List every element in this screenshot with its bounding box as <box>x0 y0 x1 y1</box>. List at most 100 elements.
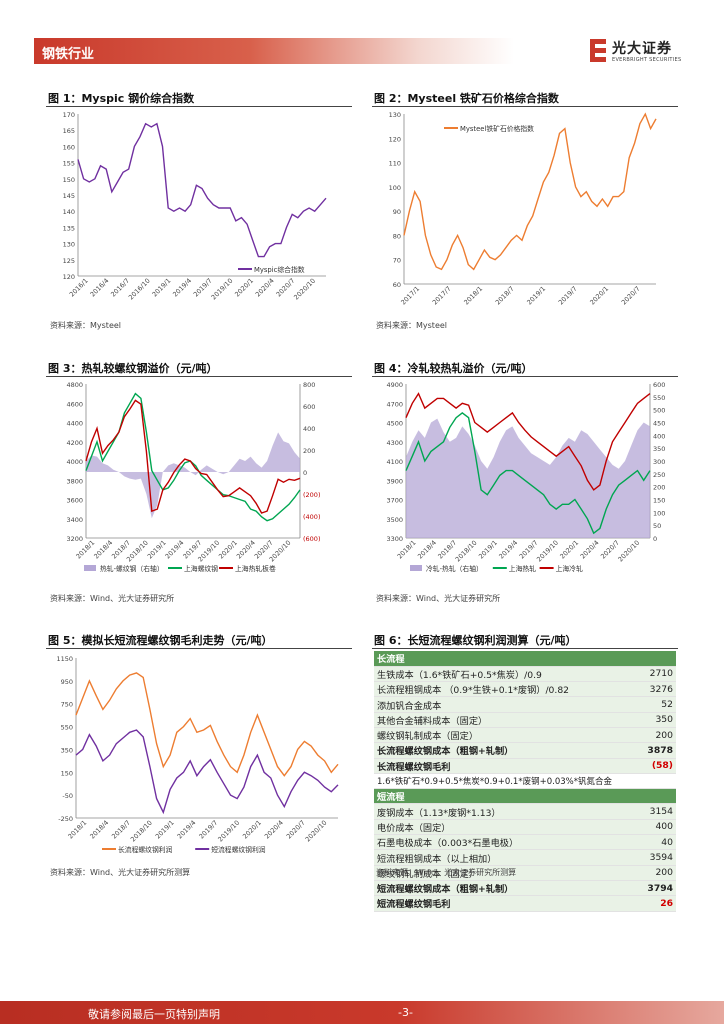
row-label: 电价成本（固定） <box>374 819 624 836</box>
series-line-0 <box>75 672 339 777</box>
series-line-1 <box>75 729 339 815</box>
row-label: 长流程螺纹钢毛利 <box>374 758 624 774</box>
y-right-tick-label: 400 <box>303 425 315 433</box>
y-right-tick-label: 600 <box>303 403 315 411</box>
figure-2-source: 资料来源：Mysteel <box>376 321 448 330</box>
x-tick-label: 2020/4 <box>579 539 601 561</box>
x-tick-label: 2018/10 <box>129 819 154 844</box>
figure-5-source: 资料来源：Wind、光大证券研究所测算 <box>50 868 191 877</box>
figure-6-rule <box>372 648 678 649</box>
y-tick-label: 3500 <box>386 516 403 524</box>
table-row: 长流程螺纹钢成本（粗钢+轧制） 3878 <box>374 742 676 759</box>
chart-cold-hot-premium: 3300 3500 3700 3900 4100 4300 4500 4700 4900 0 50 1… <box>386 381 665 573</box>
legend-label: Mysteel铁矿石价格指数 <box>460 124 534 133</box>
chart-iron-ore-index: 60 70 80 90 100 110 120 130 2017/1 2017/7 2018/1 20… <box>389 111 657 307</box>
y-tick-label: 3900 <box>386 477 403 485</box>
row-value: 3594 <box>624 849 676 866</box>
table-row: 短流程螺纹钢毛利 26 <box>374 895 676 912</box>
legend-label: 短流程螺纹钢利润 <box>211 845 266 854</box>
y-right-tick-label: 550 <box>653 394 665 402</box>
y-right-tick-label: 500 <box>653 407 665 415</box>
y-tick-label: 4400 <box>66 420 83 428</box>
legend-label: 长流程螺纹钢利润 <box>118 845 173 854</box>
x-tick-label: 2019/7 <box>557 285 579 307</box>
y-tick-label: 4500 <box>386 420 403 428</box>
y-tick-label: 165 <box>63 127 75 135</box>
row-value: 40 <box>624 834 676 851</box>
y-tick-label: 1150 <box>56 655 73 663</box>
figure-5-rule <box>46 648 352 649</box>
y-tick-label: 3600 <box>66 497 83 505</box>
legend-label: 上海螺纹钢 <box>184 564 218 573</box>
x-tick-label: 2018/10 <box>454 539 479 564</box>
figure-2-title: 图 2：Mysteel 铁矿石价格综合指数 <box>374 92 559 105</box>
y-tick-label: 100 <box>389 184 401 192</box>
logo-mark-icon <box>590 39 606 62</box>
figure-1-title: 图 1：Myspic 钢价综合指数 <box>48 92 195 105</box>
y-tick-label: 90 <box>393 208 401 216</box>
table-row: 石墨电极成本（0.003*石墨电极） 40 <box>374 834 676 851</box>
x-tick-label: 2020/10 <box>304 819 329 844</box>
legend-swatch <box>84 565 96 571</box>
y-tick-label: 4300 <box>386 439 403 447</box>
row-value <box>624 651 676 667</box>
series-line-2 <box>85 399 301 514</box>
x-tick-label: 2019/10 <box>535 539 560 564</box>
x-tick-label: 2019/4 <box>497 539 519 561</box>
table-row: 螺纹钢轧制成本（固定） 200 <box>374 727 676 744</box>
y-right-tick-label: 300 <box>653 458 665 466</box>
y-tick-label: 750 <box>61 701 73 709</box>
chart-myspic-index: 1201251301351401451501551601651702016/12… <box>63 111 327 302</box>
y-tick-label: -250 <box>58 815 73 823</box>
row-value: 350 <box>624 712 676 728</box>
figure-4-rule <box>372 376 678 377</box>
row-value: (58) <box>624 758 676 774</box>
figure-2-rule <box>372 106 678 107</box>
y-tick-label: 110 <box>389 160 401 168</box>
y-right-tick-label: 100 <box>653 509 665 517</box>
x-tick-label: 2017/1 <box>399 285 421 307</box>
row-value: 26 <box>624 895 676 912</box>
logo-sub: EVERBRIGHT SECURITIES <box>612 57 682 63</box>
row-label: 1.6*铁矿石*0.9+0.5*焦炭*0.9+0.1*废钢+0.03%*钒氮合金 <box>374 773 676 790</box>
table-row: 废钢成本（1.13*废钢*1.13） 3154 <box>374 803 676 820</box>
y-right-tick-label: 0 <box>653 535 657 543</box>
row-value <box>624 788 676 805</box>
y-right-tick-label: (200) <box>303 491 320 499</box>
series-line-0 <box>403 112 657 271</box>
y-tick-label: 3400 <box>66 516 83 524</box>
y-right-tick-label: 400 <box>653 432 665 440</box>
y-tick-label: 4600 <box>66 400 83 408</box>
x-tick-label: 2019/4 <box>171 277 193 299</box>
y-tick-label: 130 <box>63 241 75 249</box>
series-line-1 <box>405 412 651 535</box>
y-tick-label: 950 <box>61 678 73 686</box>
row-label: 短流程 <box>374 788 624 805</box>
table-row: 螺纹钢轧制成本（固定） 200 <box>374 865 676 881</box>
legend-label: 冷轧-热轧（右轴） <box>426 564 483 573</box>
row-value: 400 <box>624 819 676 836</box>
row-label: 螺纹钢轧制成本（固定） <box>374 865 624 881</box>
y-right-tick-label: 450 <box>653 420 665 428</box>
row-label: 废钢成本（1.13*废钢*1.13） <box>374 803 624 820</box>
row-value: 3154 <box>624 803 676 820</box>
figure-1-source: 资料来源：Mysteel <box>50 321 122 330</box>
footer-disclaimer: 敬请参阅最后一页特别声明 <box>88 1008 220 1021</box>
y-right-tick-label: (600) <box>303 535 320 543</box>
figure-6-title: 图 6：长短流程螺纹钢利润测算（元/吨） <box>374 634 577 647</box>
x-tick-label: 2020/1 <box>558 539 580 561</box>
row-value: 200 <box>624 727 676 744</box>
table-row: 1.6*铁矿石*0.9+0.5*焦炭*0.9+0.1*废钢+0.03%*钒氮合金 <box>374 773 676 790</box>
y-tick-label: 155 <box>63 160 75 168</box>
table-row: 添加钒合金成本 52 <box>374 696 676 713</box>
y-tick-label: 4800 <box>66 381 83 389</box>
figure-3-rule <box>46 376 352 377</box>
y-right-tick-label: 250 <box>653 471 665 479</box>
x-tick-label: 2016/4 <box>89 277 111 299</box>
table-row: 长流程螺纹钢毛利 (58) <box>374 758 676 774</box>
x-tick-label: 2020/4 <box>235 539 257 561</box>
footer-bar: 敬请参阅最后一页特别声明 -3- <box>0 1001 724 1024</box>
legend-label: 上海冷轧 <box>556 564 583 573</box>
x-tick-label: 2018/4 <box>92 539 114 561</box>
x-tick-label: 2020/1 <box>217 539 239 561</box>
